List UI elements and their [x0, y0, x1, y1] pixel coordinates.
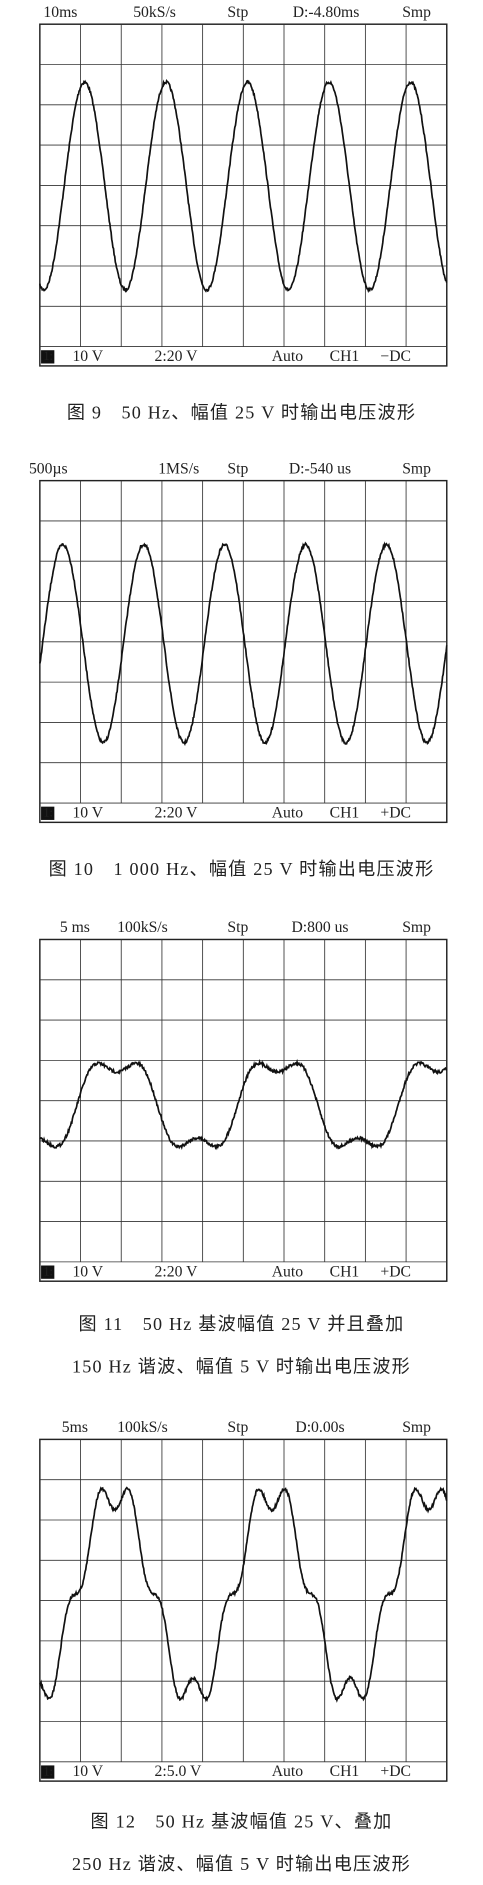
scope-footer: 1:: [43, 806, 52, 820]
scope-header: Stp: [227, 1419, 248, 1436]
scope-header: D:-4.80ms: [293, 4, 360, 21]
scope-header: 500µs: [29, 460, 68, 477]
waveform: [39, 1486, 448, 1703]
caption: 图 12 50 Hz 基波幅值 25 V、叠加: [91, 1812, 393, 1832]
scope-header: Stp: [227, 4, 248, 21]
scope-footer: Auto: [272, 348, 304, 365]
scope-header: Smp: [402, 919, 431, 936]
channel-badge: [41, 1765, 55, 1779]
scope-header: D:800 us: [291, 919, 348, 936]
scope-footer: CH1: [330, 804, 360, 821]
scope-footer: 2:20 V: [155, 348, 199, 365]
caption: 图 10 1 000 Hz、幅值 25 V 时输出电压波形: [49, 859, 435, 879]
scope-header: 5 ms: [60, 919, 90, 936]
waveform: [39, 541, 448, 747]
caption: 图 9 50 Hz、幅值 25 V 时输出电压波形: [67, 402, 416, 422]
figure: 5 ms 100kS/s Stp D:800 us Smp 1: 10 V 2:20 V Aut…: [39, 919, 448, 1376]
scope-footer: CH1: [330, 1763, 360, 1780]
scope-footer: 10 V: [72, 1763, 103, 1780]
figure: 5ms 100kS/s Stp D:0.00s Smp 1: 10 V 2:5.0 V Auto…: [39, 1419, 448, 1874]
waveform: [39, 78, 448, 294]
scope-footer: 1:: [43, 1265, 52, 1279]
channel-badge: [41, 350, 55, 364]
scope-header: Smp: [402, 460, 431, 477]
scope-footer: CH1: [330, 1263, 360, 1280]
scope-footer: 2:20 V: [155, 804, 199, 821]
caption: 250 Hz 谐波、幅值 5 V 时输出电压波形: [72, 1854, 411, 1874]
scope-footer: +DC: [380, 804, 411, 821]
scope-header: Stp: [227, 460, 248, 477]
scope-header: 50kS/s: [133, 4, 176, 21]
scope-header: Stp: [227, 919, 248, 936]
scope-footer: +DC: [380, 1763, 411, 1780]
scope-footer: 10 V: [72, 804, 103, 821]
scope-footer: Auto: [272, 1763, 304, 1780]
scope-header: Smp: [402, 4, 431, 21]
scope-header: 100kS/s: [117, 1419, 168, 1436]
scope-header: D:0.00s: [295, 1419, 344, 1436]
scope-footer: 1:: [43, 349, 52, 363]
scope-header: D:-540 us: [289, 460, 351, 477]
scope-footer: 2:20 V: [155, 1263, 199, 1280]
scope-footer: 1:: [43, 1764, 52, 1778]
scope-header: 10ms: [43, 4, 77, 21]
scope-footer: 10 V: [72, 348, 103, 365]
scope-footer: Auto: [272, 1263, 304, 1280]
scope-header: 5ms: [62, 1419, 88, 1436]
channel-badge: [41, 806, 55, 820]
scope-footer: Auto: [272, 804, 304, 821]
scope-header: Smp: [402, 1419, 431, 1436]
figure: 10ms 50kS/s Stp D:-4.80ms Smp 1: 10 V 2:20 V Aut…: [39, 4, 448, 422]
caption: 图 11 50 Hz 基波幅值 25 V 并且叠加: [79, 1314, 405, 1334]
scope-footer: CH1: [330, 348, 360, 365]
caption: 150 Hz 谐波、幅值 5 V 时输出电压波形: [72, 1356, 411, 1376]
scope-header: 1MS/s: [158, 460, 199, 477]
scope-footer: −DC: [380, 348, 411, 365]
channel-badge: [41, 1265, 55, 1279]
scope-header: 100kS/s: [117, 919, 168, 936]
scope-footer: 2:5.0 V: [155, 1763, 202, 1780]
waveform: [39, 1058, 448, 1151]
scope-footer: 10 V: [72, 1263, 103, 1280]
scope-footer: +DC: [380, 1263, 411, 1280]
figure: 500µs 1MS/s Stp D:-540 us Smp 1: 10 V 2:20 V Aut…: [29, 460, 448, 879]
